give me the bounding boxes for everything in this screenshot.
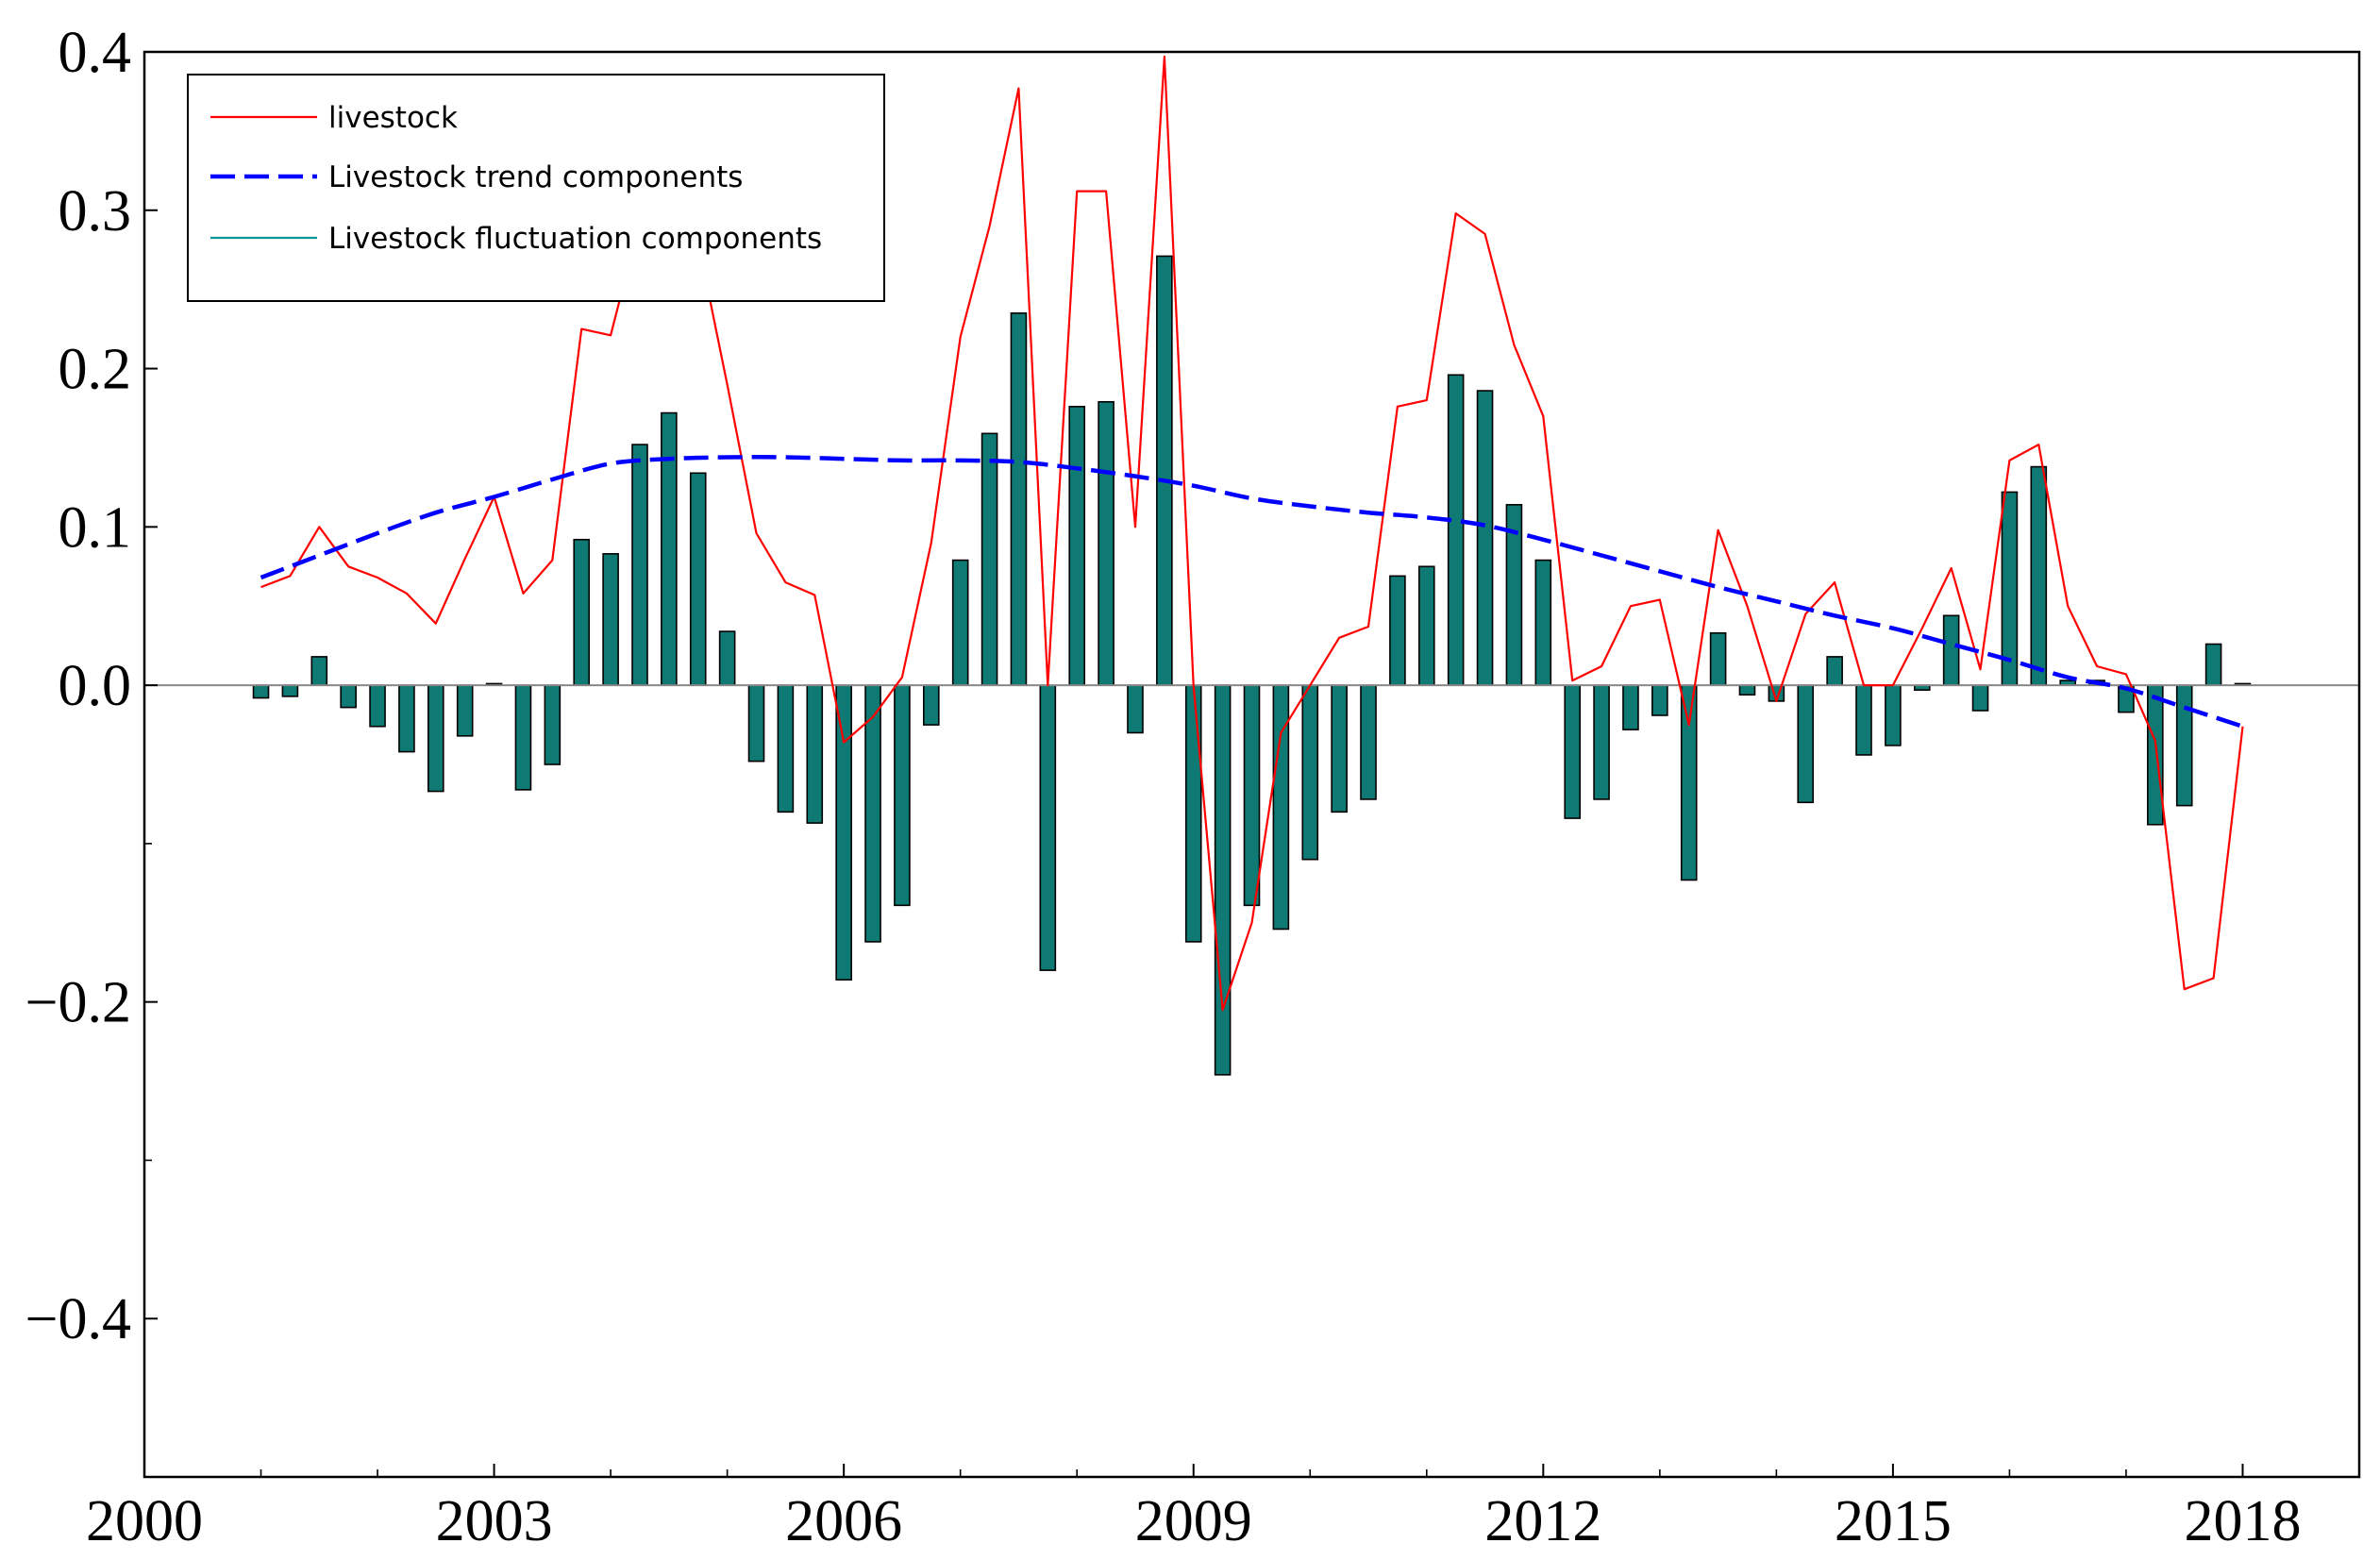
fluctuation-bar [864,684,881,943]
plot-frame [142,50,2361,1479]
x-tick-label: 2000 [86,1489,203,1553]
y-tick-label: 0.4 [59,21,132,85]
fluctuation-bar [369,684,386,728]
y-tick-label: 0.2 [59,338,132,402]
fluctuation-bar [1360,684,1377,800]
fluctuation-bar [661,411,678,686]
trend-series-line [260,455,2244,729]
fluctuation-bar [1156,255,1173,686]
y-tick-label: 0.1 [59,495,132,560]
legend-label-fluctuation: Livestock fluctuation components [328,222,822,256]
y-tick-label: −0.2 [25,971,131,1035]
fluctuation-bar [1651,684,1668,716]
fluctuation-bar [1680,684,1698,881]
fluctuation-bar [252,684,270,699]
fluctuation-bar [1942,614,1960,686]
fluctuation-bar [573,538,591,686]
fluctuation-bar [806,684,824,824]
x-tick-label: 2003 [436,1489,553,1553]
fluctuation-bar [1622,684,1639,730]
livestock-series-line [260,55,2244,1012]
y-axis: 0.4 0.3 0.2 0.1 0.0 −0.2 −0.4 [25,21,158,1478]
fluctuation-bar [923,684,940,726]
fluctuation-bar [1593,684,1610,800]
fluctuation-bar [602,553,619,686]
fluctuation-bar [2001,491,2019,686]
fluctuation-bar [1331,684,1348,814]
y-tick-label: −0.4 [25,1287,131,1351]
fluctuation-bar [1039,684,1057,971]
fluctuation-bar [2030,465,2048,686]
fluctuation-bar [310,656,328,686]
fluctuation-bar [747,684,765,763]
fluctuation-bar [456,684,474,737]
x-tick-label: 2015 [1835,1489,1952,1553]
fluctuation-bar [1417,565,1435,686]
fluctuation-bar [1476,390,1494,686]
y-tick-label: 0.0 [59,654,132,718]
fluctuation-bar [1214,684,1232,1076]
fluctuation-bar [689,472,707,686]
fluctuation-bar [2175,684,2193,807]
fluctuation-bar [281,684,299,697]
x-tick-label: 2018 [2184,1489,2301,1553]
fluctuation-bar [514,684,532,791]
fluctuation-bar [1389,575,1406,686]
fluctuation-bar [1272,684,1290,931]
x-tick-label: 2012 [1484,1489,1601,1553]
fluctuation-bar [777,684,795,814]
legend-label-livestock: livestock [328,101,458,135]
fluctuation-bar [398,684,415,753]
fluctuation-bar [1885,684,1902,746]
x-tick-label: 2006 [785,1489,902,1553]
fluctuation-bar [1098,400,1115,686]
fluctuation-bar [1068,406,1086,686]
fluctuation-bar [1709,631,1727,686]
fluctuation-bar [1243,684,1261,907]
fluctuation-bar [427,684,444,793]
fluctuation-bar [1010,312,1028,686]
x-tick-label: 2009 [1135,1489,1252,1553]
fluctuation-bar [1184,684,1202,943]
fluctuation-bar [894,684,911,907]
fluctuation-bar [1301,684,1319,861]
fluctuation-bar [1127,684,1144,734]
fluctuation-bar [544,684,561,765]
fluctuation-bar [2147,684,2164,826]
fluctuation-bar [2204,643,2222,686]
legend-box [187,74,885,302]
fluctuation-bar [340,684,357,709]
fluctuation-bar [1534,559,1552,686]
fluctuation-bar [1855,684,1872,756]
fluctuation-bar [1826,656,1843,686]
legend: livestock Livestock trend components Liv… [187,74,885,302]
fluctuation-bar [835,684,852,981]
fluctuation-bar [1447,374,1465,686]
fluctuation-bar [718,630,736,686]
fluctuation-bar [1797,684,1815,804]
y-tick-label: 0.3 [59,179,132,243]
fluctuation-bar [1564,684,1581,819]
fluctuation-bar [980,432,998,686]
fluctuation-bar [1971,684,1989,712]
legend-label-trend: Livestock trend components [328,160,743,194]
fluctuation-bar [1738,684,1756,696]
x-axis: 2000 2003 2006 2009 2012 2015 2018 [86,1464,2360,1553]
fluctuation-bar [631,444,648,686]
fluctuation-bar [951,559,969,686]
